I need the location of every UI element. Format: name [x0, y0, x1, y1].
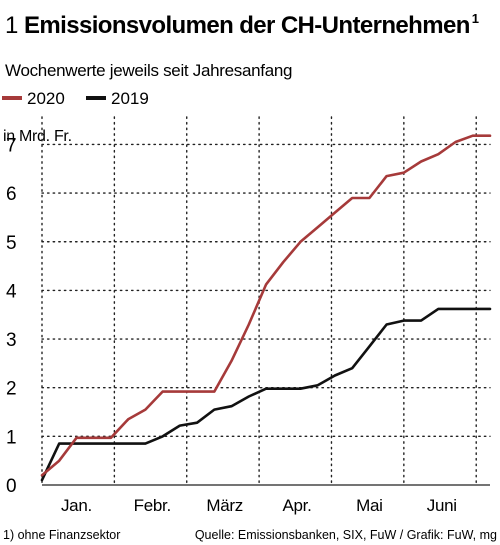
- chart-title: Emissionsvolumen der CH-Unternehmen 1: [24, 11, 479, 39]
- grid: [41, 116, 491, 486]
- y-tick-label: 5: [6, 233, 17, 254]
- y-tick-label: 0: [6, 476, 17, 497]
- y-axis-ticks: 0 1 2 3 4 5 6 7: [6, 135, 17, 497]
- legend-label-2019: 2019: [111, 89, 149, 108]
- chart-number: 1: [5, 12, 18, 39]
- y-tick-label: 4: [6, 281, 17, 302]
- x-tick-label: Febr.: [134, 496, 171, 515]
- series-line-2019: [40, 307, 492, 482]
- y-axis-unit-label: in Mrd. Fr.: [3, 128, 72, 145]
- x-axis-ticks: Jan. Febr. März Apr. Mai Juni: [61, 496, 457, 515]
- y-tick-label: 2: [6, 379, 17, 400]
- chart-title-text: Emissionsvolumen der CH-Unternehmen: [24, 12, 470, 39]
- x-tick-label: Juni: [427, 496, 457, 515]
- x-tick-label: Jan.: [61, 496, 92, 515]
- source-credit: Quelle: Emissionsbanken, SIX, FuW / Graf…: [195, 528, 497, 542]
- x-tick-label: Mai: [356, 496, 383, 515]
- x-tick-label: Apr.: [282, 496, 311, 515]
- y-tick-label: 1: [6, 427, 17, 448]
- x-tick-label: März: [206, 496, 243, 515]
- y-tick-label: 6: [6, 184, 17, 205]
- series-line-2020: [40, 134, 492, 477]
- y-tick-label: 7: [6, 135, 17, 156]
- legend-label-2020: 2020: [27, 89, 65, 108]
- footnote-mark: 1: [472, 11, 479, 26]
- y-tick-label: 3: [6, 330, 17, 351]
- footnote-text: 1) ohne Finanzsektor: [3, 528, 120, 542]
- chart-subtitle: Wochenwerte jeweils seit Jahresanfang: [5, 61, 292, 80]
- legend: 2020 2019: [2, 89, 149, 108]
- series-lines: [40, 134, 492, 482]
